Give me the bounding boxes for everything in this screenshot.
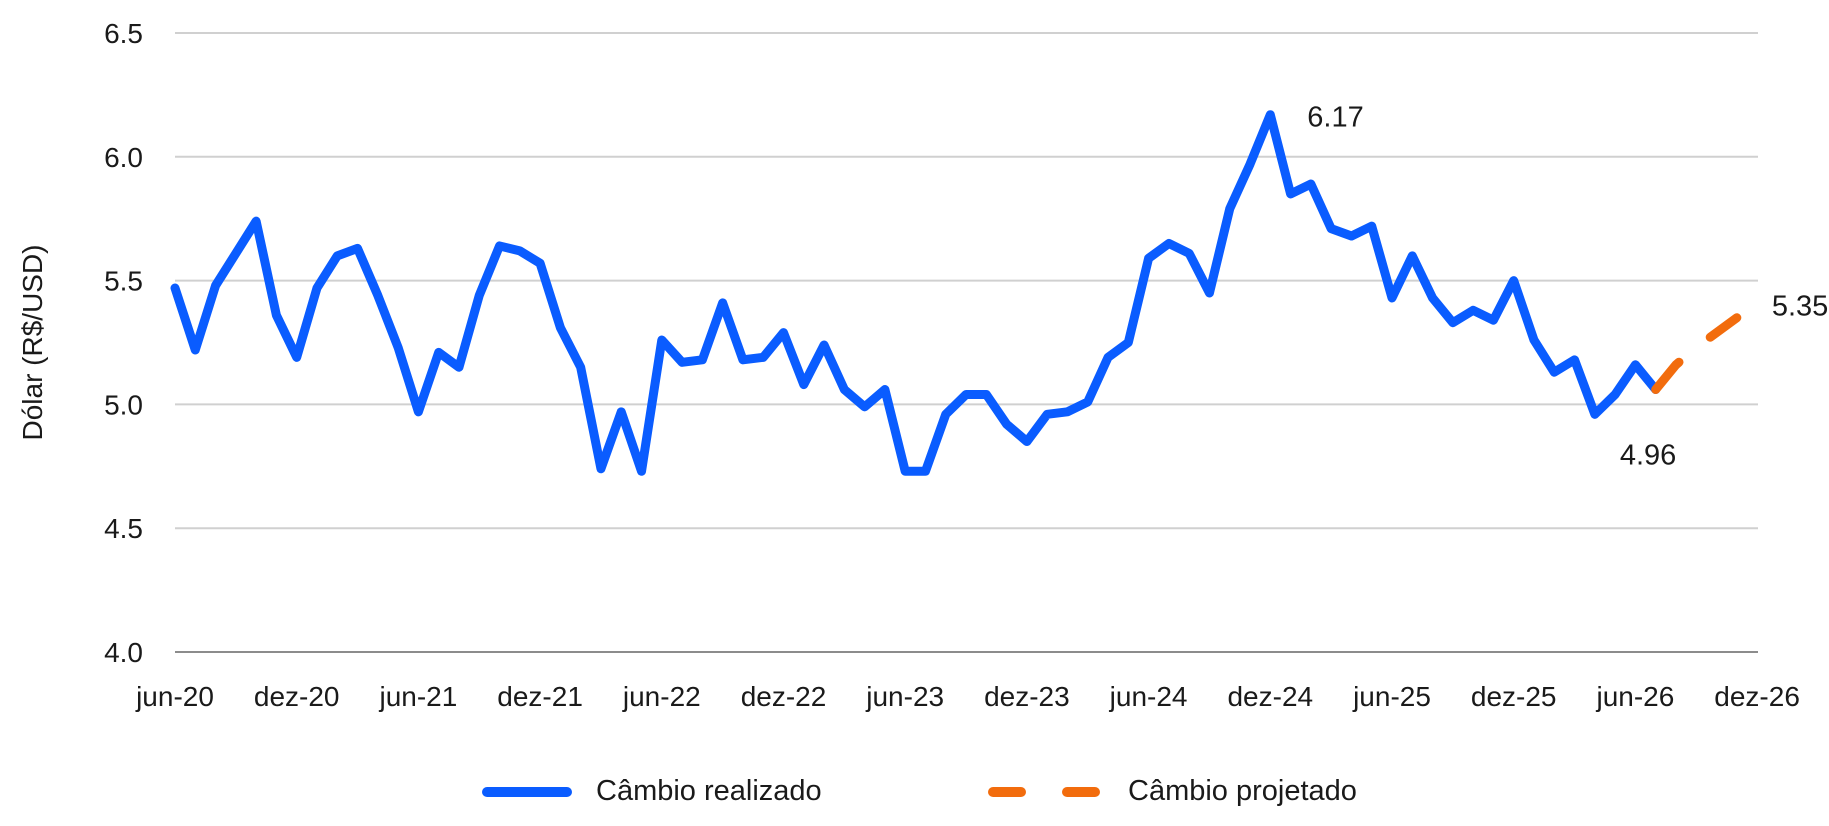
y-tick-label: 4.5	[104, 513, 143, 544]
x-tick-label: dez-20	[254, 681, 340, 712]
series-lines	[170, 110, 1742, 476]
x-tick-label: dez-22	[741, 681, 827, 712]
legend-swatch-solid	[482, 786, 582, 797]
annotation-min: 4.96	[1620, 439, 1676, 471]
annotation-max: 6.17	[1307, 102, 1363, 134]
y-tick-label: 4.0	[104, 637, 143, 668]
y-tick-labels: 4.0 4.5 5.0 5.5 6.0 6.5	[104, 18, 143, 668]
x-tick-label: jun-20	[135, 681, 214, 712]
x-tick-label: jun-26	[1595, 681, 1674, 712]
y-tick-label: 6.0	[104, 142, 143, 173]
x-tick-label: dez-26	[1714, 681, 1800, 712]
x-tick-label: jun-24	[1109, 681, 1188, 712]
y-tick-label: 5.5	[104, 266, 143, 297]
x-tick-label: jun-25	[1352, 681, 1431, 712]
x-tick-label: jun-21	[378, 681, 457, 712]
x-tick-labels: jun-20 dez-20 jun-21 dez-21 jun-22 dez-22 jun-…	[135, 681, 1800, 712]
legend-item-projected: Câmbio projetado	[988, 775, 1357, 808]
x-tick-label: jun-22	[622, 681, 701, 712]
x-tick-label: dez-21	[497, 681, 583, 712]
legend-label-projected: Câmbio projetado	[1128, 775, 1357, 807]
legend-label-realized: Câmbio realizado	[596, 775, 822, 807]
y-tick-label: 6.5	[104, 18, 143, 49]
x-tick-label: jun-23	[865, 681, 944, 712]
x-tick-label: dez-23	[984, 681, 1070, 712]
series-line-projected	[1651, 313, 1742, 395]
y-axis-label: Dólar (R$/USD)	[17, 244, 48, 440]
legend-item-realized: Câmbio realizado	[482, 775, 822, 808]
x-tick-label: dez-25	[1471, 681, 1557, 712]
y-tick-label: 5.0	[104, 389, 143, 420]
legend-swatch-dashed	[988, 786, 1100, 797]
x-tick-label: dez-24	[1227, 681, 1313, 712]
gridlines	[175, 32, 1758, 530]
annotation-projected-end: 5.35	[1772, 291, 1828, 323]
legend: Câmbio realizado Câmbio projetado	[0, 775, 1829, 825]
series-line-realized	[170, 110, 1661, 476]
